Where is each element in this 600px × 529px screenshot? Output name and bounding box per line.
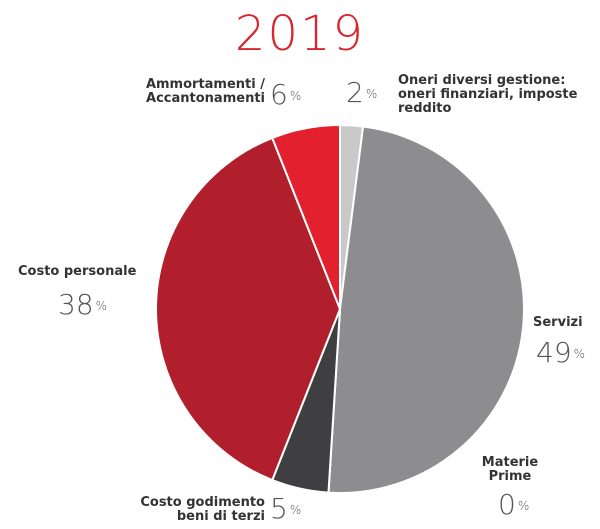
value-number: 49 [536,336,572,369]
value-unit: % [289,503,302,517]
value-number: 5 [270,492,288,525]
value-unit: % [517,499,530,513]
value-number: 0 [498,488,516,521]
slice-label: Ammortamenti / Accantonamenti [145,77,265,106]
slice-label: Materie Prime [481,455,539,484]
slice-label: Costo personale [18,264,137,279]
value-unit: % [289,89,302,103]
value-number: 2 [346,76,364,109]
value-number: 6 [270,78,288,111]
pie-slice [270,123,341,310]
pie-slice [327,125,525,494]
value-label: 0% [498,490,529,521]
value-label: 6% [270,80,301,111]
slice-label: Costo godimento beni di terzi [140,495,265,524]
value-label: 38% [58,290,107,321]
slice-label: Oneri diversi gestione: oneri finanziari… [398,73,578,116]
slice-label: Servizi [533,315,583,330]
value-label: 2% [346,78,377,109]
pie-slice [155,136,342,482]
value-label: 5% [270,494,301,525]
value-unit: % [365,87,378,101]
value-unit: % [573,347,586,361]
value-unit: % [95,299,108,313]
chart-title: 2019 [234,6,366,62]
value-number: 38 [58,288,94,321]
value-label: 49% [536,338,585,369]
